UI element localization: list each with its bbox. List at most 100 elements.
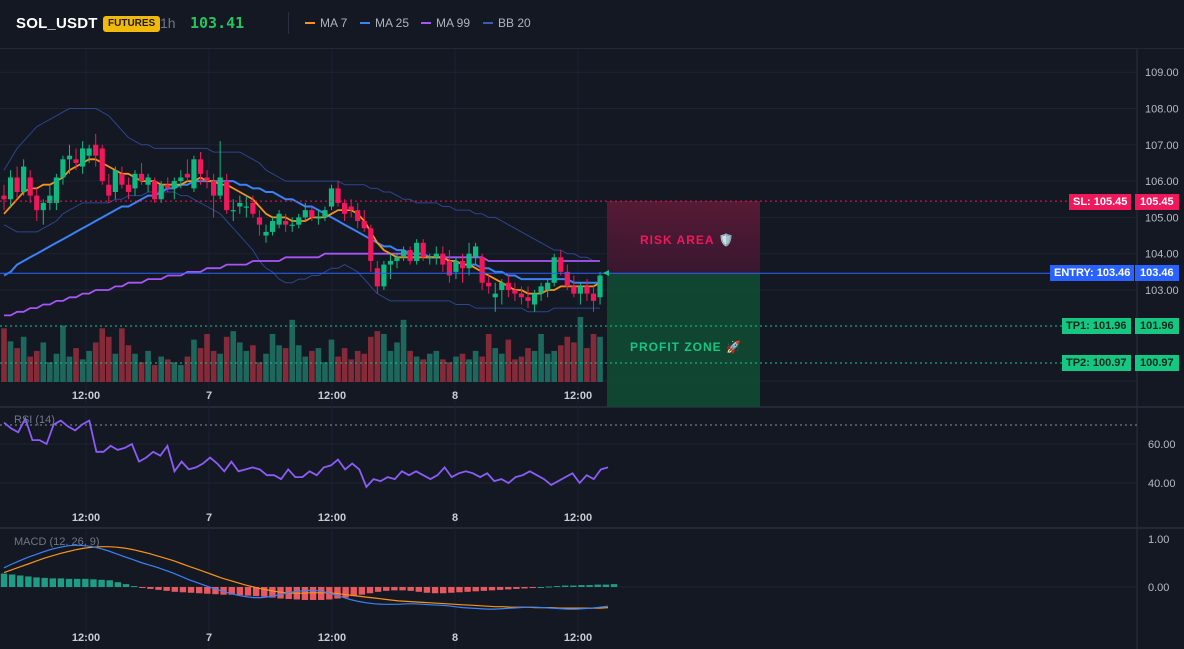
- volume-bar: [348, 359, 354, 382]
- legend-ma7[interactable]: MA 7: [305, 16, 347, 30]
- macd-histogram-bar: [399, 587, 406, 591]
- volume-bar: [492, 348, 499, 382]
- macd-histogram-bar: [358, 587, 366, 595]
- volume-bar: [571, 342, 577, 382]
- candle-body: [459, 260, 466, 269]
- macd-histogram-bar: [122, 584, 130, 587]
- volume-bar: [505, 339, 512, 382]
- volume-bar: [171, 362, 178, 382]
- volume-bar: [27, 356, 33, 382]
- macd-histogram-bar: [8, 574, 16, 587]
- macd-histogram-bar: [545, 586, 553, 588]
- volume-bar: [433, 350, 440, 382]
- macd-histogram-bar: [407, 587, 414, 591]
- macd-histogram-bar: [139, 587, 146, 588]
- candle-body: [158, 184, 164, 200]
- candle-body: [545, 282, 551, 290]
- macd-histogram-bar: [374, 587, 382, 592]
- candle-body: [224, 181, 230, 211]
- candle-body: [505, 282, 511, 290]
- chart-header: SOL_USDT FUTURES 1h 103.41 MA 7 MA 25 MA…: [0, 0, 1184, 49]
- legend-ma99-label: MA 99: [436, 16, 471, 30]
- tp1-tag: TP1: 101.96: [1062, 318, 1131, 334]
- macd-histogram-bar: [553, 586, 561, 588]
- time-tick-label: 12:00: [72, 390, 100, 402]
- bb20-swatch-icon: [483, 22, 493, 24]
- rsi-pane: [0, 416, 1137, 489]
- volume-bar: [79, 359, 86, 382]
- volume-bar: [184, 356, 191, 382]
- volume-bar: [99, 328, 106, 382]
- candle-body: [211, 181, 217, 196]
- macd-histogram-bar: [17, 575, 24, 587]
- candle-body: [538, 286, 544, 294]
- volume-bar: [164, 359, 171, 382]
- volume-bar: [557, 345, 564, 382]
- volume-bar: [499, 353, 505, 382]
- candle-body: [125, 184, 132, 192]
- futures-badge: FUTURES: [103, 16, 161, 32]
- volume-bar: [335, 356, 341, 382]
- volume-bar: [354, 350, 361, 382]
- candle-body: [197, 159, 204, 174]
- macd-histogram-bar: [578, 585, 585, 587]
- volume-bar: [276, 345, 282, 382]
- volume-bar: [466, 359, 472, 382]
- candle-body: [466, 253, 472, 269]
- volume-bar: [564, 336, 571, 382]
- timeframe-label[interactable]: 1h: [160, 15, 176, 31]
- entry-tag-text: ENTRY: 103.46: [1054, 267, 1131, 279]
- macd-histogram-bar: [155, 587, 162, 590]
- macd-histogram-bar: [529, 587, 536, 588]
- legend-ma99[interactable]: MA 99: [421, 16, 470, 30]
- candle-body: [21, 166, 27, 192]
- candle-body: [14, 177, 20, 192]
- volume-bar: [256, 362, 263, 382]
- candle-body: [80, 148, 86, 167]
- time-tick-label: 7: [206, 512, 212, 524]
- candle-body: [348, 206, 354, 211]
- volume-bar: [413, 356, 420, 382]
- volume-bar: [282, 348, 289, 382]
- volume-bar: [394, 342, 400, 382]
- macd-histogram-bar: [586, 585, 593, 587]
- macd-histogram-bar: [464, 587, 471, 592]
- candle-body: [112, 170, 118, 192]
- candle-body: [355, 210, 361, 222]
- candle-body: [315, 217, 321, 219]
- time-tick-label: 12:00: [564, 390, 592, 402]
- legend-bb20[interactable]: BB 20: [483, 16, 531, 30]
- candle-body: [86, 148, 92, 156]
- price-tick-label: 107.00: [1145, 140, 1179, 152]
- macd-histogram-bar: [261, 587, 268, 597]
- macd-histogram-bar: [98, 579, 105, 587]
- macd-histogram-bar: [163, 587, 170, 591]
- profit-zone-box: [607, 273, 760, 407]
- volume-bar: [597, 336, 603, 382]
- sl-axis-price: 105.45: [1135, 194, 1179, 210]
- candle-body: [558, 257, 564, 272]
- candle-body: [394, 257, 400, 261]
- candle-body: [453, 260, 459, 272]
- macd-histogram-bar: [25, 576, 32, 587]
- time-tick-label: 7: [206, 632, 212, 644]
- symbol-name[interactable]: SOL_USDT: [16, 15, 98, 32]
- candle-body: [1, 195, 7, 200]
- volume-bar: [40, 342, 47, 382]
- macd-histogram-bar: [423, 587, 431, 593]
- risk-area-label: RISK AREA 🛡️: [640, 233, 735, 247]
- candle-body: [289, 224, 295, 226]
- macd-histogram-bar: [496, 587, 504, 590]
- macd-histogram-bar: [431, 587, 439, 594]
- macd-histogram-bar: [228, 587, 235, 595]
- macd-tick-label: 0.00: [1148, 582, 1169, 594]
- macd-histogram-bar: [106, 580, 113, 587]
- macd-histogram-bar: [472, 587, 479, 592]
- legend-ma25[interactable]: MA 25: [360, 16, 409, 30]
- volume-bar: [14, 348, 20, 382]
- volume-bar: [237, 342, 243, 382]
- candle-body: [486, 282, 492, 287]
- volume-bar: [86, 350, 92, 382]
- candle-body: [40, 202, 46, 211]
